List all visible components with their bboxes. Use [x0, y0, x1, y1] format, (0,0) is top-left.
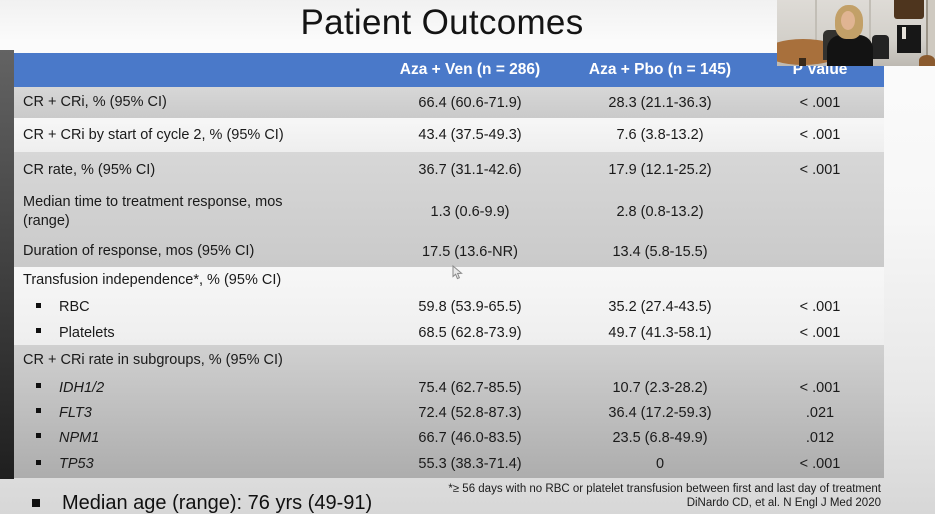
ven-value: 72.4 (52.8-87.3): [418, 404, 522, 421]
row-label: CR + CRi, % (95% CI): [23, 94, 167, 111]
table-band: Transfusion independence*, % (95% CI) RB…: [14, 267, 884, 345]
p-value: < .001: [799, 127, 841, 143]
table-row: NPM1 66.7 (46.0-83.5) 23.5 (6.8-49.9) .0…: [14, 425, 884, 450]
bullet-icon: [36, 459, 41, 465]
row-label-text: FLT3: [59, 404, 92, 421]
ven-value: 55.3 (38.3-71.4): [418, 456, 522, 472]
source-citation: DiNardo CD, et al. N Engl J Med 2020: [686, 497, 881, 509]
webcam-cabinet: [894, 0, 924, 19]
row-label: RBC: [14, 299, 376, 315]
ven-value: 1.3 (0.6-9.9): [430, 204, 510, 220]
webcam-wall-seam: [869, 0, 871, 66]
p-value: < .001: [799, 456, 841, 472]
pbo-value: 13.4 (5.8-15.5): [612, 243, 708, 260]
table-row: CR + CRi, % (95% CI) 66.4 (60.6-71.9) 28…: [14, 87, 884, 118]
p-value: .012: [805, 429, 835, 446]
ven-value: 68.5 (62.8-73.9): [418, 324, 522, 341]
bullet-icon: [36, 408, 41, 414]
table-row: RBC 59.8 (53.9-65.5) 35.2 (27.4-43.5) < …: [14, 294, 884, 320]
pbo-value: 49.7 (41.3-58.1): [608, 324, 712, 341]
row-label: Platelets: [14, 325, 376, 341]
table-row: TP53 55.3 (38.3-71.4) 0 < .001: [14, 450, 884, 478]
row-label: IDH1/2: [14, 380, 376, 396]
table-band: CR + CRi rate in subgroups, % (95% CI) I…: [14, 345, 884, 478]
row-label-text: IDH1/2: [59, 379, 105, 396]
webcam-presenter-face: [841, 11, 855, 30]
presenter-webcam: [777, 0, 935, 66]
bullet-icon: [36, 328, 41, 334]
outcomes-table: Aza + Ven (n = 286) Aza + Pbo (n = 145) …: [14, 53, 884, 478]
row-label: TP53: [14, 456, 376, 472]
table-row: CR rate, % (95% CI) 36.7 (31.1-42.6) 17.…: [14, 152, 884, 188]
pbo-value: 17.9 (12.1-25.2): [608, 162, 712, 178]
table-section-header: CR + CRi rate in subgroups, % (95% CI): [14, 345, 884, 375]
pbo-value: 28.3 (21.1-36.3): [608, 94, 712, 111]
pbo-value: 10.7 (2.3-28.2): [612, 379, 708, 396]
webcam-stool: [919, 55, 935, 66]
bullet-icon: [36, 383, 41, 389]
webcam-office-chair: [872, 35, 889, 59]
table-row: Platelets 68.5 (62.8-73.9) 49.7 (41.3-58…: [14, 320, 884, 345]
row-label-text: TP53: [59, 456, 94, 472]
bullet-icon: [36, 433, 41, 439]
header-aza-pbo: Aza + Pbo (n = 145): [588, 61, 732, 78]
table-header-row: Aza + Ven (n = 286) Aza + Pbo (n = 145) …: [14, 53, 884, 87]
mouse-cursor-icon: [452, 265, 463, 280]
section-label: Transfusion independence*, % (95% CI): [23, 272, 282, 289]
ven-value: 66.7 (46.0-83.5): [418, 429, 522, 446]
webcam-shelf-book: [902, 27, 906, 39]
bullet-icon: [32, 499, 40, 507]
webcam-presenter-torso: [827, 35, 873, 66]
table-row: CR + CRi by start of cycle 2, % (95% CI)…: [14, 118, 884, 152]
webcam-shelf-items: [897, 25, 921, 53]
ven-value: 66.4 (60.6-71.9): [418, 94, 522, 111]
header-aza-ven: Aza + Ven (n = 286): [399, 61, 541, 78]
pbo-value: 35.2 (27.4-43.5): [608, 299, 712, 315]
webcam-table-leg: [799, 58, 806, 66]
pbo-value: 2.8 (0.8-13.2): [616, 204, 704, 220]
table-row: FLT3 72.4 (52.8-87.3) 36.4 (17.2-59.3) .…: [14, 400, 884, 425]
row-label: NPM1: [14, 430, 376, 446]
pbo-value: 7.6 (3.8-13.2): [616, 127, 704, 143]
row-label-text: RBC: [59, 299, 90, 315]
ven-value: 75.4 (62.7-85.5): [418, 379, 522, 396]
row-label-text: Platelets: [59, 324, 115, 341]
bullet-icon: [36, 302, 41, 308]
ven-value: 59.8 (53.9-65.5): [418, 299, 522, 315]
row-label: CR + CRi by start of cycle 2, % (95% CI): [23, 126, 284, 143]
row-label: Median time to treatment response, mos (…: [23, 194, 283, 229]
webcam-wall-seam: [815, 0, 817, 66]
table-section-header: Transfusion independence*, % (95% CI): [14, 267, 884, 294]
pbo-value: 36.4 (17.2-59.3): [608, 404, 712, 421]
row-label-text: NPM1: [59, 429, 100, 446]
row-label: Duration of response, mos (95% CI): [23, 243, 255, 260]
row-label: CR rate, % (95% CI): [23, 161, 156, 178]
webcam-door-frame: [926, 0, 935, 66]
table-band: CR rate, % (95% CI) 36.7 (31.1-42.6) 17.…: [14, 152, 884, 267]
transfusion-footnote: *≥ 56 days with no RBC or platelet trans…: [448, 483, 881, 495]
section-label: CR + CRi rate in subgroups, % (95% CI): [23, 351, 283, 368]
median-age-text: Median age (range): 76 yrs (49-91): [62, 492, 373, 514]
ven-value: 43.4 (37.5-49.3): [418, 127, 522, 143]
p-value: < .001: [799, 324, 841, 341]
p-value: .021: [805, 404, 835, 421]
pbo-value: 0: [655, 456, 665, 472]
table-row: IDH1/2 75.4 (62.7-85.5) 10.7 (2.3-28.2) …: [14, 375, 884, 400]
p-value: < .001: [799, 94, 841, 111]
p-value: < .001: [799, 162, 841, 178]
table-row: Median time to treatment response, mos (…: [14, 188, 884, 236]
table-row: Duration of response, mos (95% CI) 17.5 …: [14, 236, 884, 267]
ven-value: 17.5 (13.6-NR): [422, 243, 518, 260]
median-age-bullet-line: Median age (range): 76 yrs (49-91): [28, 492, 372, 514]
page-title: Patient Outcomes: [300, 3, 584, 42]
slide-left-edge: [0, 50, 14, 479]
ven-value: 36.7 (31.1-42.6): [418, 162, 522, 178]
p-value: < .001: [799, 299, 841, 315]
p-value: < .001: [799, 379, 841, 396]
pbo-value: 23.5 (6.8-49.9): [612, 429, 708, 446]
row-label: FLT3: [14, 405, 376, 421]
